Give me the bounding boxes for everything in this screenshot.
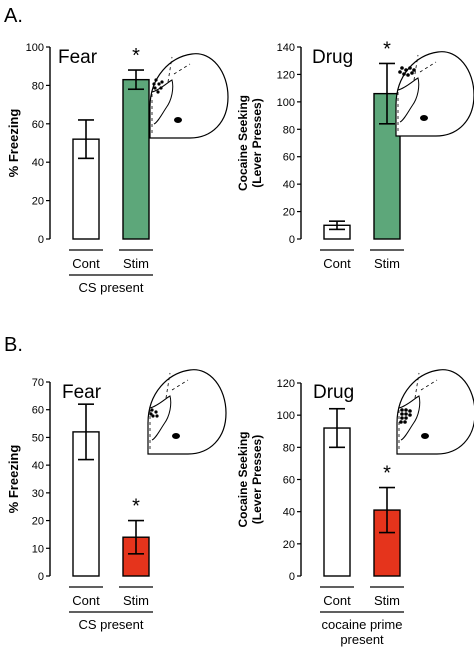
- category-label: Cont: [72, 256, 100, 271]
- y-tick-label: 0: [289, 234, 295, 246]
- category-label: Stim: [123, 256, 149, 271]
- y-tick-label: 40: [283, 179, 295, 191]
- panel-b-drug: Drug 0 20 40 60 80 100 120 Cocaine Seeking (Lever…: [236, 378, 404, 647]
- y-tick-label: 120: [277, 378, 295, 390]
- y-axis-label: Cocaine Seeking: [236, 95, 250, 191]
- panel-title: Drug: [312, 47, 353, 68]
- brain-section-a-drug-icon: [395, 51, 474, 137]
- y-tick-label: 140: [277, 42, 295, 54]
- category-label: Cont: [323, 256, 351, 271]
- y-tick-label: 70: [32, 377, 44, 389]
- y-tick-label: 100: [26, 42, 44, 54]
- y-tick-label: 100: [277, 97, 295, 109]
- y-tick-label: 10: [32, 543, 44, 555]
- brain-section-a-fear-icon: [149, 53, 229, 139]
- y-axis-label-line2: (Lever Presses): [250, 98, 264, 187]
- y-tick-label: 20: [283, 539, 295, 551]
- y-axis-label: % Freezing: [6, 445, 21, 514]
- y-tick-label: 0: [38, 571, 44, 583]
- y-tick-label: 20: [283, 207, 295, 219]
- significance-marker: *: [132, 45, 140, 67]
- group-label: CS present: [78, 280, 143, 295]
- category-label: Stim: [374, 593, 400, 608]
- y-tick-label: 80: [32, 80, 44, 92]
- significance-marker: *: [383, 38, 391, 60]
- panel-title: Drug: [313, 382, 354, 403]
- y-tick-label: 60: [283, 152, 295, 164]
- y-axis-label-line2: (Lever Presses): [250, 435, 264, 524]
- y-tick-label: 60: [32, 405, 44, 417]
- panel-title: Fear: [62, 382, 102, 403]
- y-tick-label: 80: [283, 442, 295, 454]
- y-tick-label: 20: [32, 516, 44, 528]
- significance-marker: *: [132, 496, 140, 518]
- group-label: present: [340, 632, 384, 647]
- significance-marker: *: [383, 463, 391, 485]
- y-tick-label: 40: [32, 157, 44, 169]
- y-tick-label: 40: [283, 507, 295, 519]
- category-label: Cont: [323, 593, 351, 608]
- brain-section-b-drug-icon: [396, 369, 474, 455]
- category-label: Stim: [374, 256, 400, 271]
- y-tick-label: 60: [32, 119, 44, 131]
- y-tick-label: 120: [277, 69, 295, 81]
- y-tick-label: 0: [38, 234, 44, 246]
- group-label: cocaine prime: [322, 617, 403, 632]
- y-tick-label: 100: [277, 410, 295, 422]
- y-tick-label: 60: [283, 475, 295, 487]
- y-tick-label: 0: [289, 571, 295, 583]
- y-tick-label: 80: [283, 124, 295, 136]
- group-label: CS present: [78, 617, 143, 632]
- y-axis-label: % Freezing: [6, 109, 21, 178]
- panel-title: Fear: [58, 47, 98, 68]
- y-tick-label: 40: [32, 460, 44, 472]
- y-tick-label: 30: [32, 488, 44, 500]
- panel-b-fear: B. Fear 0 10 20 30 40 50 60 70 % Freezing Cont * Stim…: [4, 334, 153, 632]
- y-tick-label: 50: [32, 432, 44, 444]
- bar-cont: [323, 427, 351, 577]
- bar-stim: [122, 78, 150, 240]
- category-label: Stim: [123, 593, 149, 608]
- y-axis-label: Cocaine Seeking: [236, 431, 250, 527]
- category-label: Cont: [72, 593, 100, 608]
- section-label: B.: [4, 334, 23, 356]
- y-tick-label: 20: [32, 196, 44, 208]
- section-label: A.: [4, 5, 23, 27]
- panel-a-fear: A. Fear 0 20 40 60 80 100 % Freezing Cont * Stim CS …: [4, 5, 153, 295]
- panel-a-drug: Drug 0 20 40 60 80 100 120 140 Cocaine Seeking (Le…: [236, 38, 404, 271]
- brain-section-b-fear-icon: [147, 369, 227, 455]
